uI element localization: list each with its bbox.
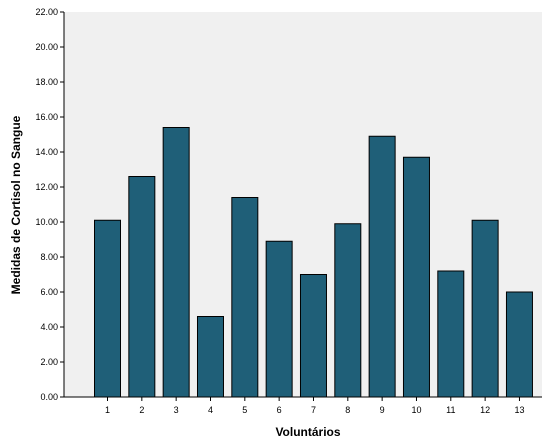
y-tick-label: 16.00	[35, 112, 58, 122]
x-tick-label: 12	[480, 405, 490, 415]
x-tick-label: 7	[311, 405, 316, 415]
bar-11	[437, 270, 465, 398]
x-tick-label: 4	[208, 405, 213, 415]
y-axis-ticks: 0.00 2.00 4.00 6.00 8.00 10.00 12.00 14.00 16.00…	[35, 7, 64, 402]
x-tick-label: 11	[446, 405, 455, 415]
y-tick-label: 4.00	[40, 322, 58, 332]
x-tick-label: 13	[514, 405, 524, 415]
bar-5	[231, 197, 259, 398]
y-tick-label: 22.00	[35, 7, 58, 17]
x-tick-label: 2	[139, 405, 144, 415]
x-tick-label: 10	[411, 405, 421, 415]
bar-6	[265, 240, 293, 398]
x-tick-label: 8	[345, 405, 350, 415]
y-tick-label: 10.00	[35, 217, 58, 227]
bar-2	[128, 176, 156, 398]
y-tick-label: 8.00	[40, 252, 58, 262]
bar-10	[402, 156, 430, 398]
bar-9	[368, 135, 396, 398]
bar-13	[505, 291, 533, 398]
bar-7	[299, 274, 327, 398]
bar-8	[334, 223, 362, 398]
bar-12	[471, 219, 499, 398]
x-tick-label: 1	[105, 405, 110, 415]
bar-1	[94, 219, 121, 398]
y-tick-label: 14.00	[35, 147, 58, 157]
y-tick-label: 18.00	[35, 77, 58, 87]
y-axis-title: Medidas de Cortisol no Sangue	[9, 115, 23, 294]
bar-4	[196, 316, 224, 398]
y-tick-label: 6.00	[40, 287, 58, 297]
x-axis-title: Voluntários	[275, 425, 340, 439]
y-tick-label: 12.00	[35, 182, 58, 192]
y-tick-label: 0.00	[40, 392, 58, 402]
x-axis-ticks: 1 2 3 4 5 6 7 8 9 10 11 12 13	[105, 397, 524, 415]
x-tick-label: 3	[174, 405, 179, 415]
x-tick-label: 9	[380, 405, 385, 415]
bar-3	[162, 127, 190, 398]
y-tick-label: 20.00	[35, 42, 58, 52]
y-tick-label: 2.00	[40, 357, 58, 367]
x-tick-label: 5	[242, 405, 247, 415]
x-tick-label: 6	[277, 405, 282, 415]
bars	[94, 127, 533, 398]
